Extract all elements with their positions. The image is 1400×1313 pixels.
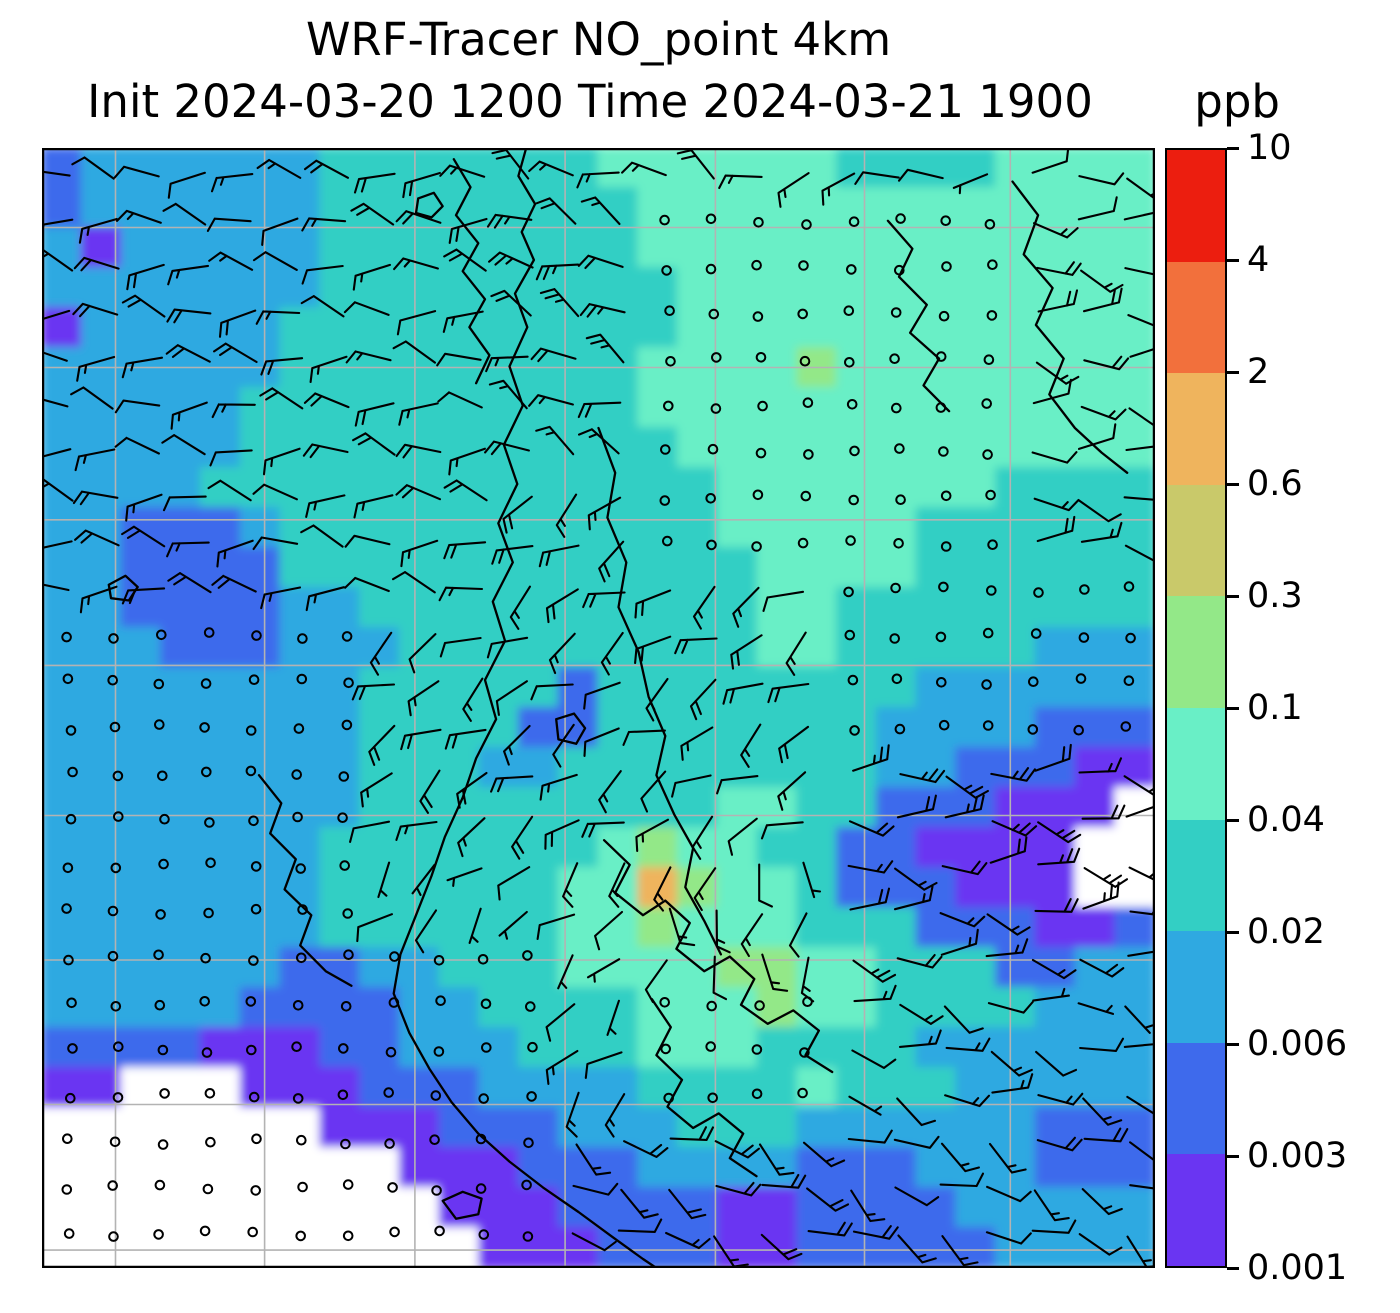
- colorbar-segment: [1167, 150, 1225, 262]
- colorbar-segment: [1167, 819, 1225, 932]
- colorbar-segment: [1167, 261, 1225, 374]
- colorbar-tick-label: 4: [1247, 240, 1270, 280]
- colorbar-tick-label: 0.04: [1247, 800, 1325, 840]
- colorbar: [1165, 148, 1227, 1268]
- colorbar-segment: [1167, 931, 1225, 1043]
- colorbar-tick-label: 0.001: [1247, 1248, 1348, 1288]
- colorbar-tick-mark: [1227, 594, 1239, 598]
- colorbar-tick-label: 0.003: [1247, 1136, 1348, 1176]
- colorbar-tick-label: 0.02: [1247, 912, 1325, 952]
- map-plot: [42, 148, 1155, 1268]
- colorbar-tick-mark: [1227, 258, 1239, 262]
- colorbar-tick-mark: [1227, 818, 1239, 822]
- colorbar-tick-label: 0.006: [1247, 1024, 1348, 1064]
- colorbar-tick-mark: [1227, 706, 1239, 710]
- grid-lines: [42, 148, 1155, 1268]
- colorbar-units-label: ppb: [1194, 75, 1280, 128]
- colorbar-tick-mark: [1227, 146, 1239, 150]
- colorbar-segment: [1167, 1042, 1225, 1155]
- colorbar-tick-labels: 10 4 2 0.6 0.3 0.1 0.04 0.02 0.006 0.003 0.001: [1247, 131, 1397, 1286]
- colorbar-tick-label: 10: [1247, 128, 1292, 168]
- colorbar-tick-mark: [1227, 1154, 1239, 1158]
- colorbar-segment: [1167, 707, 1225, 820]
- colorbar-tick-mark: [1227, 482, 1239, 486]
- colorbar-segment: [1167, 484, 1225, 597]
- colorbar-tick-mark: [1227, 930, 1239, 934]
- colorbar-segment: [1167, 373, 1225, 485]
- colorbar-tick-label: 2: [1247, 352, 1270, 392]
- plot-title: WRF-Tracer NO_point 4km: [305, 13, 892, 66]
- colorbar-tick-label: 0.6: [1247, 464, 1303, 504]
- colorbar-segment: [1167, 596, 1225, 708]
- colorbar-tick-mark: [1227, 370, 1239, 374]
- colorbar-tick-mark: [1227, 1042, 1239, 1046]
- plot-subtitle: Init 2024-03-20 1200 Time 2024-03-21 190…: [87, 75, 1093, 128]
- colorbar-tick-label: 0.1: [1247, 688, 1303, 728]
- coastlines: [107, 148, 1129, 1268]
- colorbar-tick-mark: [1227, 1266, 1239, 1270]
- colorbar-tick-label: 0.3: [1247, 576, 1303, 616]
- colorbar-segment: [1167, 1154, 1225, 1266]
- map-border: [42, 148, 1155, 1268]
